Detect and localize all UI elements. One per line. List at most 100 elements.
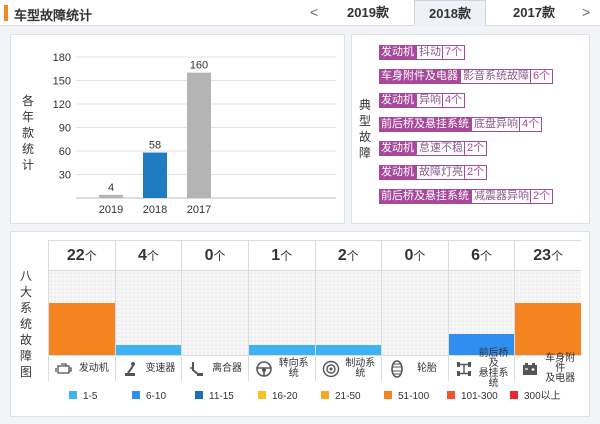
- bar-2017[interactable]: [187, 72, 211, 198]
- system-count-number: 22: [66, 247, 85, 264]
- system-label-cell: 发动机: [49, 355, 115, 381]
- system-name: 轮胎: [408, 356, 446, 382]
- fault-system-tag: 前后桥及悬挂系统: [379, 117, 471, 132]
- prev-year-arrow[interactable]: <: [310, 4, 319, 20]
- system-count: 0个: [382, 241, 448, 271]
- page-title: 车型故障统计: [14, 8, 93, 23]
- fault-issue-tag: 减震器异响: [471, 189, 531, 204]
- typical-label-char: 典: [358, 98, 371, 112]
- system-severity-bar: [248, 344, 315, 355]
- system-count-unit: 个: [480, 249, 493, 263]
- system-count-number: 4: [137, 247, 147, 264]
- yearly-stats-panel: 各年款统计 30 60 90 120 150 180 4 2019 58 2018 160 2017: [10, 34, 345, 224]
- y-tick-label: 120: [53, 99, 71, 111]
- system-column[interactable]: 1个转向系统: [247, 241, 315, 381]
- severity-legend: 1-5 6-10 11-15 16-20 21-50 51-100 101-300 300以上: [69, 390, 579, 404]
- system-count: 23个: [515, 241, 581, 271]
- engine-icon: [55, 360, 73, 378]
- eight-label-char: 八: [19, 269, 32, 283]
- fault-issue-tag: 影音系统故障: [460, 69, 531, 84]
- eight-label-char: 大: [19, 285, 32, 299]
- eight-label-char: 图: [19, 365, 32, 379]
- legend-label: 21-50: [335, 391, 361, 402]
- system-bar-area: [515, 271, 581, 355]
- bar-2019[interactable]: [99, 194, 123, 198]
- system-count-unit: 个: [346, 249, 359, 263]
- system-bar-area: [182, 271, 248, 355]
- fault-stats-header: 车型故障统计 < 2019款 2018款 2017款 >: [0, 0, 600, 26]
- content-area: 各年款统计 30 60 90 120 150 180 4 2019 58 2018 160 2017 …: [0, 26, 600, 424]
- fault-count-tag: 2个: [530, 189, 554, 204]
- system-name-line: 发动机: [78, 363, 109, 374]
- system-name-line: 变速器: [145, 363, 176, 374]
- system-column[interactable]: 4个变速器: [114, 241, 182, 381]
- clutch-icon: [188, 360, 206, 378]
- system-column[interactable]: 22个 发动机: [48, 241, 115, 381]
- eight-systems-grid: 22个 发动机 4个 变速器 0个 离合器 1个 转向系统 2个 制动系统 0个 轮胎 6个 前后桥及 悬挂…: [48, 240, 581, 389]
- legend-item: 21-50: [321, 390, 361, 404]
- typical-faults-label: 典型故障: [358, 97, 372, 161]
- typical-fault-row[interactable]: 发动机 故障灯亮 2个: [379, 165, 488, 180]
- fault-count-tag: 2个: [464, 165, 488, 180]
- legend-label: 11-15: [209, 391, 234, 402]
- tab-2018[interactable]: 2018款: [414, 0, 486, 26]
- gearbox-icon: [122, 360, 140, 378]
- typical-fault-row[interactable]: 车身附件及电器 影音系统故障 6个: [379, 69, 554, 84]
- system-name-line: 悬挂系统: [478, 368, 509, 389]
- system-count-number: 0: [404, 247, 414, 264]
- fault-system-tag: 发动机: [379, 165, 416, 180]
- system-column[interactable]: 0个轮胎: [381, 241, 448, 381]
- fault-issue-tag: 故障灯亮: [416, 165, 465, 180]
- system-severity-bar: [115, 344, 182, 355]
- system-severity-bar: [448, 334, 515, 355]
- legend-swatch: [321, 391, 329, 399]
- legend-swatch: [258, 391, 266, 399]
- system-count: 0个: [182, 241, 248, 271]
- next-year-arrow[interactable]: >: [582, 4, 591, 20]
- system-column[interactable]: 6个 前后桥及 悬挂系统: [447, 241, 515, 389]
- legend-swatch: [195, 391, 203, 399]
- typical-fault-row[interactable]: 前后桥及悬挂系统 底盘异响 4个: [379, 117, 543, 132]
- system-count: 4个: [115, 241, 182, 271]
- system-count-unit: 个: [146, 249, 159, 263]
- system-name: 离合器: [208, 356, 246, 382]
- system-label-cell: 制动系统: [315, 355, 382, 381]
- car-battery-icon: [521, 360, 539, 378]
- yearly-axis-label-char: 计: [21, 158, 34, 172]
- typical-fault-row[interactable]: 发动机 异响 4个: [379, 93, 466, 108]
- system-column[interactable]: 2个 制动系统: [314, 241, 382, 381]
- legend-swatch: [384, 391, 392, 399]
- x-tick-label: 2018: [143, 204, 167, 216]
- system-name-line: 轮胎: [416, 363, 437, 374]
- system-column[interactable]: 23个车身附件 及电器: [514, 241, 581, 384]
- x-tick-label: 2019: [99, 204, 123, 216]
- system-name-line: 车身附件: [545, 353, 576, 374]
- legend-swatch: [447, 391, 455, 399]
- system-name: 车身附件 及电器: [541, 353, 579, 384]
- system-name-line: 及电器: [545, 373, 576, 384]
- typical-fault-row[interactable]: 前后桥及悬挂系统 减震器异响 2个: [379, 189, 554, 204]
- legend-label: 6-10: [146, 391, 167, 402]
- system-count: 1个: [248, 241, 315, 271]
- typical-fault-row[interactable]: 发动机 怠速不稳 2个: [379, 141, 488, 156]
- system-bar-area: [315, 271, 382, 355]
- fault-count-tag: 4个: [519, 117, 543, 132]
- tab-2019[interactable]: 2019款: [347, 5, 389, 20]
- system-bar-area: [248, 271, 315, 355]
- y-tick-label: 180: [53, 52, 71, 64]
- system-column[interactable]: 0个离合器: [181, 241, 248, 381]
- system-count-number: 1: [271, 247, 281, 264]
- axle-icon: [455, 360, 473, 378]
- typical-faults-list: 发动机 抖动 7个车身附件及电器 影音系统故障 6个 发动机 异响 4个前后桥及悬挂系统 底盘异…: [379, 45, 589, 220]
- bar-2018[interactable]: [143, 152, 167, 198]
- system-label-cell: 前后桥及 悬挂系统: [448, 349, 515, 389]
- tab-2017[interactable]: 2017款: [513, 5, 555, 20]
- typical-fault-row[interactable]: 发动机 抖动 7个: [379, 45, 466, 60]
- legend-item: 6-10: [132, 390, 166, 404]
- legend-label: 300以上: [524, 391, 561, 402]
- typical-label-char: 型: [358, 114, 371, 128]
- system-name-line: 转向系统: [278, 358, 309, 379]
- system-label-cell: 轮胎: [382, 355, 448, 381]
- system-name: 发动机: [75, 356, 113, 382]
- steering-wheel-icon: [255, 360, 273, 378]
